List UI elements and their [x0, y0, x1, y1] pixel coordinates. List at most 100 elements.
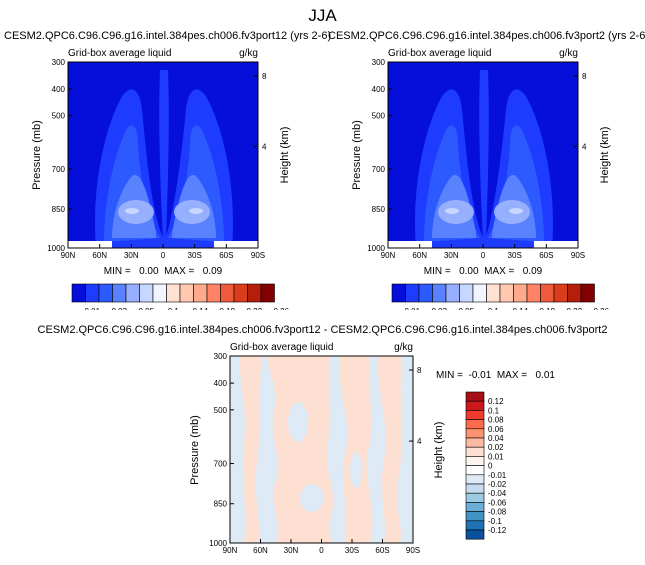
panel1-colorbar-box — [112, 283, 127, 303]
panel3-colorbar-box — [465, 492, 485, 503]
panel3-y-tick-label: 400 — [214, 379, 228, 388]
panel2-chart: 90N 60N 30N 0 30S 60S 90S 3004005007008501000 … — [351, 48, 611, 310]
panel2-plot — [388, 62, 578, 248]
panel2-colorbar-box — [432, 283, 447, 303]
panel2-colorbar-label: 0.01 — [404, 307, 420, 310]
panel3-colorbar-box — [465, 465, 485, 476]
panel3-plot — [230, 356, 413, 543]
panel2-colorbar-label: 0.05 — [458, 307, 474, 310]
panel2-y-tick-label: 700 — [372, 165, 386, 174]
panel1-x-tick-label: 60S — [219, 251, 233, 260]
panel1-y-tick-label: 700 — [52, 165, 66, 174]
panel3-colorbar-label: 0.01 — [488, 452, 504, 461]
panel2-y-tick-label: 850 — [372, 205, 386, 214]
panel3-colorbar-box — [465, 419, 485, 430]
panel2-missing-right — [534, 241, 578, 248]
panel2-colorbar-box — [540, 283, 555, 303]
panel2-colorbar-label: 0.18 — [539, 307, 555, 310]
panel2-colorbar-box — [405, 283, 420, 303]
panel2-colorbar-box — [418, 283, 433, 303]
panel3-x-tick-label: 90N — [223, 546, 238, 555]
panel1-contour-left-5 — [125, 208, 139, 214]
panel1-colorbar-box — [85, 283, 100, 303]
panel1-colorbar-box — [98, 283, 113, 303]
panel3-colorbar-box — [465, 456, 485, 466]
panel3-colorbar-box — [465, 483, 485, 494]
panel1-height-tick-label: 8 — [262, 72, 267, 81]
panel1-y-tick-label: 500 — [52, 112, 66, 121]
panel1-stats: MIN = 0.00 MAX = 0.09 — [104, 266, 223, 277]
panel1-colorbar-label: 0.26 — [273, 307, 289, 310]
panel3-colorbar-box — [465, 474, 485, 485]
panel1-y-tick-label: 400 — [52, 85, 66, 94]
panel2-x-tick-label: 60N — [412, 251, 427, 260]
panel3-y-tick-label: 850 — [214, 500, 228, 509]
panel1-y-tick-label: 1000 — [47, 244, 65, 253]
panel2-units: g/kg — [559, 48, 578, 59]
panel1-colorbar-box — [179, 283, 194, 303]
panel3-colorbar-label: -0.08 — [488, 508, 507, 517]
panel1-colorbar-label: 0.03 — [111, 307, 127, 310]
panel1-colorbar-box — [260, 283, 275, 303]
panel1-y-ticks: 300 400 500 700 850 1000 — [47, 58, 72, 253]
panel1-colorbar-box — [152, 283, 167, 303]
panel3-stats: MIN = -0.01 MAX = 0.01 — [436, 370, 555, 381]
panel3-colorbar-box — [465, 529, 485, 540]
panel3-colorbar-box — [465, 502, 485, 512]
panel1-colorbar-box — [71, 283, 86, 303]
panel1-right-label: Height (km) — [279, 127, 291, 184]
panel3-colorbar-box — [465, 391, 485, 402]
panel3-x-tick-label: 30N — [284, 546, 299, 555]
panel3-chart: 90N 60N 30N 0 30S 60S 90S 3004005007008501000 … — [189, 342, 555, 555]
panel3-height-ticks: 84 — [409, 366, 422, 446]
panel3-positive-region-2 — [267, 356, 334, 543]
panel1-height-ticks: 84 — [254, 72, 267, 152]
panel3-negative-patch-1 — [288, 402, 308, 442]
panel2-title: CESM2.QPC6.C96.C96.g16.intel.384pes.ch00… — [328, 30, 645, 42]
panel2-colorbar-label: 0.14 — [512, 307, 528, 310]
panel3-colorbar-label: -0.04 — [488, 489, 507, 498]
panel2-colorbar-box — [391, 283, 406, 303]
panel1-x-tick-label: 90S — [251, 251, 265, 260]
panel1-missing-left — [68, 241, 112, 248]
panel1-x-tick-label: 60N — [92, 251, 107, 260]
panel1-x-tick-label: 30N — [124, 251, 139, 260]
panel3-colorbar-label: 0.04 — [488, 434, 504, 443]
panel2-colorbar-label: 0.03 — [431, 307, 447, 310]
panel3-positive-region-1 — [239, 356, 262, 543]
panel1-missing-right — [214, 241, 258, 248]
panel3-colorbar-box — [465, 400, 485, 411]
panel1-chart: 90N 60N 30N 0 30S 60S 90S 3004005007008501000 … — [31, 48, 291, 310]
panel2-colorbar-box — [553, 283, 568, 303]
panel3-colorbar-box — [465, 520, 485, 531]
panel3-colorbar-label: 0.06 — [488, 425, 504, 434]
panel3-y-tick-label: 1000 — [209, 539, 227, 548]
panel2-colorbar-box — [459, 283, 474, 303]
panel1-colorbar-label: 0.01 — [84, 307, 100, 310]
panel1-colorbar-box — [193, 283, 208, 303]
panel2-colorbar-box — [486, 283, 501, 303]
panel3-colorbar-label: 0.1 — [488, 406, 500, 415]
panel1-contour-right-5 — [189, 208, 203, 214]
panel2-x-tick-label: 30N — [444, 251, 459, 260]
panel3-right-label: Height (km) — [433, 422, 445, 479]
panel2-contour-left-5 — [445, 208, 459, 214]
panel1-colorbar-box — [233, 283, 248, 303]
panel3-x-tick-label: 30S — [345, 546, 359, 555]
panel1-colorbar-label: 0.22 — [246, 307, 262, 310]
panel3-colorbar-label: 0 — [488, 462, 493, 471]
panel3-colorbar-label: -0.06 — [488, 498, 507, 507]
panel2-colorbar-box — [526, 283, 541, 303]
panel1-y-tick-label: 850 — [52, 205, 66, 214]
panel2-x-tick-label: 30S — [508, 251, 522, 260]
panel2-contour-center — [479, 70, 489, 240]
panel2-x-ticks: 90N 60N 30N 0 30S 60S 90S — [381, 244, 585, 260]
panel2-x-tick-label: 60S — [539, 251, 553, 260]
panel3-x-tick-label: 60S — [375, 546, 389, 555]
panel3-colorbar-label: -0.1 — [488, 517, 502, 526]
panel2-colorbar-box — [445, 283, 460, 303]
panel2-colorbar-label: 0.22 — [566, 307, 582, 310]
panel2-x-tick-label: 90N — [381, 251, 396, 260]
panel3-colorbar-box — [465, 446, 485, 457]
panel2-colorbar-box — [472, 283, 487, 303]
